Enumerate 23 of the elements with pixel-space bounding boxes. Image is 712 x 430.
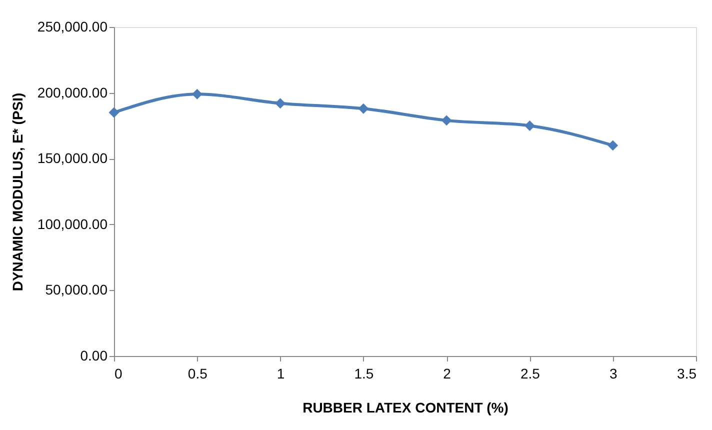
point — [441, 115, 452, 126]
x-tick-label: 2 — [443, 366, 452, 382]
x-tick-label: 1 — [276, 366, 285, 382]
y-axis-title: DYNAMIC MODULUS, E* (PSI) — [9, 92, 26, 292]
point — [192, 88, 202, 100]
x-tick-label: 0 — [114, 366, 122, 382]
x-tick-label: 3 — [609, 366, 618, 382]
x-tick-label: 2.5 — [520, 366, 540, 382]
x-tick-label: 1.5 — [354, 366, 374, 382]
y-tick-label: 150,000.00 — [37, 150, 108, 166]
point — [108, 107, 120, 118]
x-axis-title: RUBBER LATEX CONTENT (%) — [302, 400, 508, 416]
x-tick-label: 3.5 — [677, 366, 697, 382]
point — [358, 103, 369, 114]
point — [608, 140, 618, 151]
y-tick-label: 200,000.00 — [37, 84, 108, 100]
y-tick-label: 50,000.00 — [45, 282, 108, 298]
point — [524, 120, 535, 131]
x-tick-label: 0.5 — [188, 366, 208, 382]
y-tick-label: 250,000.00 — [37, 18, 108, 34]
y-tick-label: 100,000.00 — [37, 216, 108, 232]
point — [275, 98, 286, 109]
y-tick-label: 0.00 — [80, 348, 108, 364]
